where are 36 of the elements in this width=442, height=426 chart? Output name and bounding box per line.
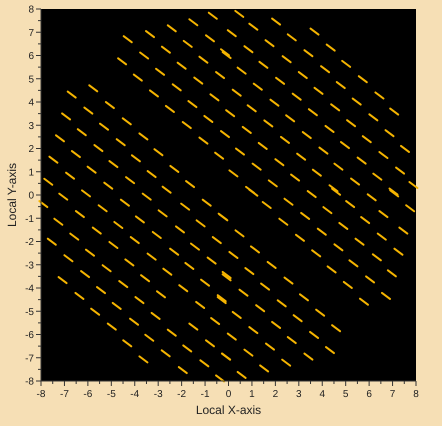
x-tick-label: 2: [272, 389, 279, 400]
x-tick-label: -8: [36, 389, 46, 400]
y-tick-label: -8: [25, 376, 34, 388]
x-tick-label: 7: [390, 389, 396, 400]
x-axis-title: Local X-axis: [196, 403, 262, 417]
y-tick-label: -2: [25, 237, 34, 248]
y-tick-label: 2: [28, 144, 34, 155]
y-tick-label: 3: [28, 120, 34, 132]
y-tick-label: 4: [28, 98, 34, 108]
y-tick-label: 0: [28, 190, 34, 202]
x-tick-label: 4: [319, 389, 326, 400]
x-tick-label: -7: [60, 389, 70, 400]
y-tick-label: -3: [25, 260, 34, 272]
x-tick-label: -3: [154, 389, 164, 400]
y-tick-label: 1: [28, 167, 34, 178]
y-tick-label: 7: [28, 28, 34, 39]
x-tick-label: 3: [296, 389, 302, 400]
y-tick-label: -5: [25, 306, 34, 318]
y-tick-label: -7: [25, 353, 34, 364]
x-tick-label: 0: [226, 389, 232, 400]
x-tick-label: 8: [413, 389, 420, 400]
x-tick-label: 6: [366, 389, 372, 400]
y-axis-title: Local Y-axis: [5, 162, 19, 228]
y-tick-label: 5: [28, 74, 34, 86]
y-tick-label: 6: [28, 51, 34, 62]
y-tick-label: 8: [28, 4, 34, 16]
x-tick-label: -4: [130, 389, 140, 400]
y-tick-label: -4: [25, 284, 34, 294]
x-tick-label: 1: [249, 389, 256, 400]
x-tick-label: -6: [83, 389, 93, 400]
x-tick-label: -1: [200, 389, 210, 400]
x-tick-label: 5: [342, 389, 349, 400]
y-tick-label: -6: [25, 330, 34, 341]
x-tick-label: -2: [177, 389, 186, 400]
x-tick-label: -5: [106, 389, 116, 400]
y-tick-label: -1: [25, 214, 34, 225]
